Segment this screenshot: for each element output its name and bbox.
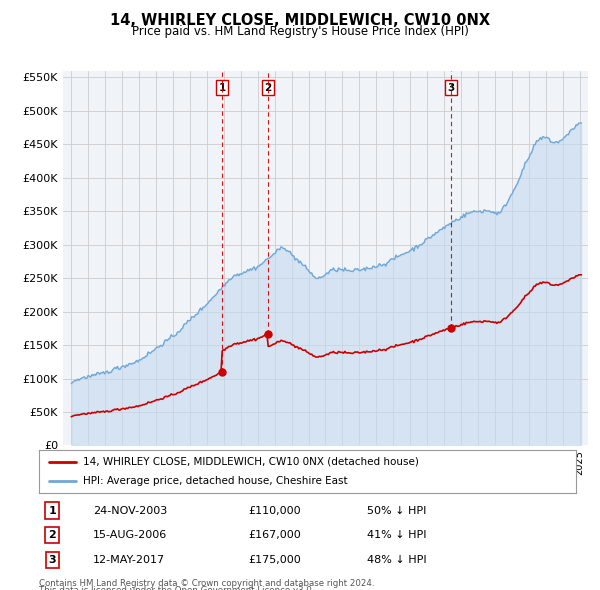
Text: HPI: Average price, detached house, Cheshire East: HPI: Average price, detached house, Ches…	[83, 476, 347, 486]
Text: 2: 2	[49, 530, 56, 540]
Text: 14, WHIRLEY CLOSE, MIDDLEWICH, CW10 0NX (detached house): 14, WHIRLEY CLOSE, MIDDLEWICH, CW10 0NX …	[83, 457, 419, 467]
Text: 14, WHIRLEY CLOSE, MIDDLEWICH, CW10 0NX: 14, WHIRLEY CLOSE, MIDDLEWICH, CW10 0NX	[110, 13, 490, 28]
Text: 24-NOV-2003: 24-NOV-2003	[93, 506, 167, 516]
Text: 3: 3	[447, 83, 454, 93]
Text: 1: 1	[218, 83, 226, 93]
Text: 3: 3	[49, 555, 56, 565]
Text: 48% ↓ HPI: 48% ↓ HPI	[367, 555, 426, 565]
Text: £167,000: £167,000	[248, 530, 301, 540]
Text: 15-AUG-2006: 15-AUG-2006	[93, 530, 167, 540]
Text: Contains HM Land Registry data © Crown copyright and database right 2024.: Contains HM Land Registry data © Crown c…	[39, 579, 374, 588]
Text: 2: 2	[264, 83, 272, 93]
Text: 1: 1	[49, 506, 56, 516]
Text: £110,000: £110,000	[248, 506, 301, 516]
Text: 41% ↓ HPI: 41% ↓ HPI	[367, 530, 426, 540]
Text: This data is licensed under the Open Government Licence v3.0.: This data is licensed under the Open Gov…	[39, 586, 314, 590]
Text: £175,000: £175,000	[248, 555, 301, 565]
Text: Price paid vs. HM Land Registry's House Price Index (HPI): Price paid vs. HM Land Registry's House …	[131, 25, 469, 38]
Text: 50% ↓ HPI: 50% ↓ HPI	[367, 506, 426, 516]
Text: 12-MAY-2017: 12-MAY-2017	[93, 555, 165, 565]
